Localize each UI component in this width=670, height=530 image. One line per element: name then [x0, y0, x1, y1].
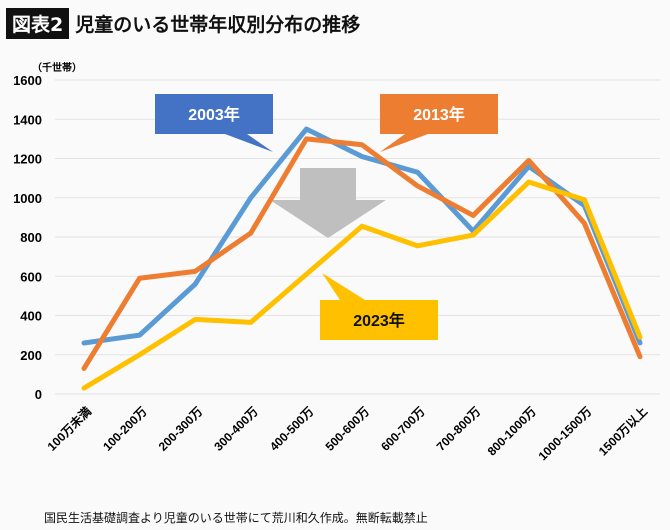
legend-callout	[155, 94, 273, 134]
y-tick-label: 1400	[13, 112, 42, 127]
x-tick-label: 400-500万	[267, 404, 317, 454]
y-tick-label: 1000	[13, 191, 42, 206]
callout-tail	[380, 134, 428, 152]
callout-tail	[322, 273, 365, 300]
y-tick-label: 1600	[13, 73, 42, 88]
x-tick-label: 800-1000万	[485, 404, 539, 458]
source-note: 国民生活基礎調査より児童のいる世帯にて荒川和久作成。無断転載禁止	[44, 511, 428, 525]
legend-callout	[320, 300, 438, 340]
x-tick-label: 100万未満	[44, 404, 94, 454]
x-tick-label: 1500万以上	[595, 404, 650, 459]
figure-badge: 図表2	[6, 8, 70, 39]
x-tick-label: 300-400万	[211, 404, 261, 454]
legend-label: 2013年	[413, 105, 465, 124]
x-tick-label: 1000-1500万	[536, 404, 595, 463]
y-tick-label: 600	[20, 269, 42, 284]
legend-label: 2003年	[188, 105, 240, 124]
y-tick-label: 1200	[13, 152, 42, 167]
chart-title: 図表2 児童のいる世帯年収別分布の推移	[6, 8, 360, 39]
callout-tail	[225, 134, 273, 152]
y-tick-label: 200	[20, 348, 42, 363]
title-text: 児童のいる世帯年収別分布の推移	[75, 14, 361, 36]
down-arrow-icon	[270, 168, 386, 238]
legend-label: 2023年	[353, 311, 405, 330]
y-tick-label: 0	[35, 387, 42, 402]
x-tick-label: 500-600万	[323, 404, 373, 454]
y-tick-label: 800	[20, 230, 42, 245]
x-tick-label: 600-700万	[378, 404, 428, 454]
x-tick-label: 700-800万	[434, 404, 484, 454]
legend-callout	[380, 94, 498, 134]
x-tick-label: 200-300万	[156, 404, 206, 454]
y-tick-label: 400	[20, 309, 42, 324]
x-tick-label: 100-200万	[100, 404, 150, 454]
y-axis-unit: （千世帯）	[32, 63, 82, 74]
